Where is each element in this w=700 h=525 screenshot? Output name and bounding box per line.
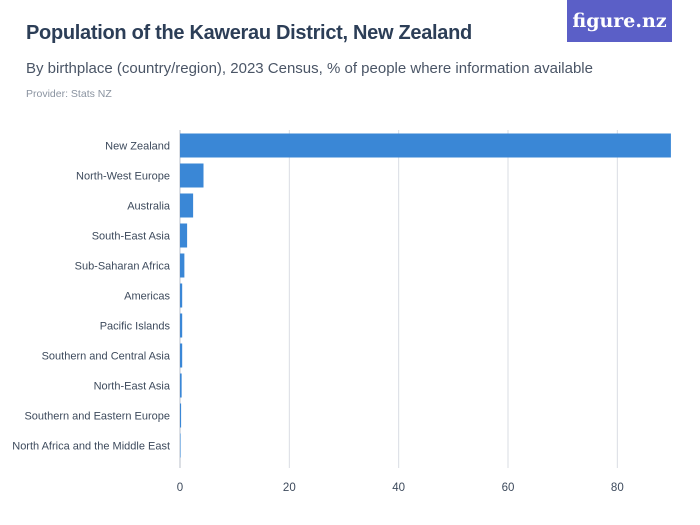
category-label: Pacific Islands: [100, 321, 171, 333]
bar-southern-and-central-asia[interactable]: [180, 343, 183, 368]
category-label: North-West Europe: [76, 171, 170, 183]
bar-new-zealand[interactable]: [180, 133, 671, 158]
bar-australia[interactable]: [180, 193, 194, 218]
bar-pacific-islands[interactable]: [180, 313, 183, 338]
x-tick-label: 80: [611, 482, 624, 494]
bar-southern-and-eastern-europe[interactable]: [180, 403, 182, 428]
category-label: North-East Asia: [94, 381, 171, 393]
grid-lines: [179, 130, 618, 468]
bar-americas[interactable]: [180, 283, 183, 308]
category-label: New Zealand: [105, 141, 170, 153]
bar-south-east-asia[interactable]: [180, 223, 188, 248]
figure-nz-logo[interactable]: figure.nz: [567, 0, 672, 42]
x-tick-labels: 0 20 40 60 80: [177, 482, 624, 494]
category-labels: New Zealand North-West Europe Australia Sou…: [12, 141, 171, 453]
category-label: Southern and Eastern Europe: [24, 411, 170, 423]
bar-sub-saharan-africa[interactable]: [180, 253, 185, 278]
category-label: North Africa and the Middle East: [12, 441, 170, 453]
category-label: Southern and Central Asia: [42, 351, 171, 363]
chart-title: Population of the Kawerau District, New …: [26, 22, 472, 44]
category-label: Australia: [127, 201, 171, 213]
x-tick-label: 60: [502, 482, 515, 494]
x-tick-label: 40: [392, 482, 405, 494]
bar-north-africa-and-the-middle-east[interactable]: [180, 433, 181, 458]
x-tick-label: 20: [283, 482, 296, 494]
category-label: Americas: [124, 291, 170, 303]
chart-subtitle: By birthplace (country/region), 2023 Cen…: [26, 60, 593, 77]
provider-label: Provider: Stats NZ: [26, 88, 112, 100]
category-label: South-East Asia: [92, 231, 171, 243]
bar-north-east-asia[interactable]: [180, 373, 182, 398]
bar-north-west-europe[interactable]: [180, 163, 204, 188]
category-label: Sub-Saharan Africa: [75, 261, 171, 273]
x-tick-label: 0: [177, 482, 183, 494]
bars: [180, 133, 671, 458]
